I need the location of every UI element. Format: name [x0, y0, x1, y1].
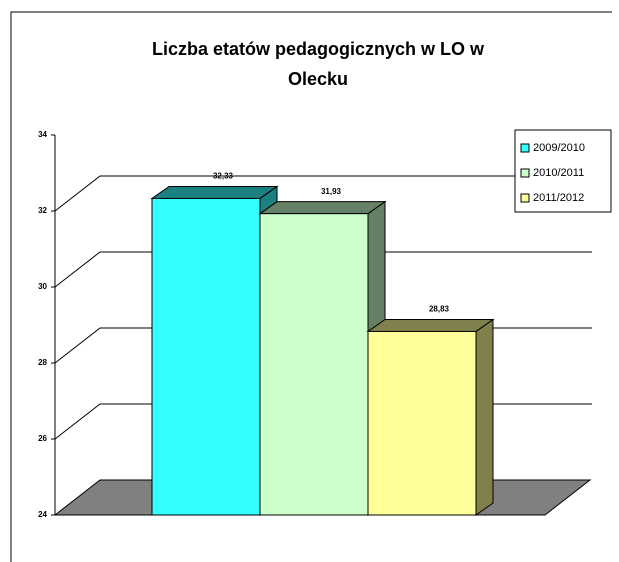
legend-swatch [520, 143, 530, 153]
legend-swatch [520, 193, 530, 203]
y-tick-label: 28 [38, 358, 47, 367]
bar-top [150, 185, 279, 199]
y-tick-label: 26 [38, 434, 47, 443]
bar-front [259, 213, 369, 516]
bar-top [258, 201, 387, 215]
bar-side [475, 318, 494, 516]
y-tick-label: 34 [38, 130, 47, 139]
bar [258, 200, 387, 516]
grid-line [54, 175, 592, 212]
chart-title: Liczba etatów pedagogicznych w LO w Oleck… [152, 39, 485, 89]
y-tick-label: 32 [38, 206, 47, 215]
legend-label: 2009/2010 [533, 142, 585, 154]
legend-label: 2010/2011 [533, 167, 584, 179]
grid-line [54, 251, 592, 288]
bar [150, 185, 279, 516]
y-tick-label: 24 [38, 510, 47, 519]
bar [366, 318, 495, 516]
data-label: 32,33 [213, 172, 234, 181]
frame [10, 11, 612, 562]
legend-swatch [520, 168, 530, 178]
data-label: 31,93 [321, 187, 342, 196]
legend [514, 129, 612, 213]
bar-front [151, 197, 261, 516]
bar-top [366, 318, 495, 332]
legend-label: 2011/2012 [533, 192, 584, 204]
bar-front [367, 330, 477, 516]
y-tick-label: 30 [38, 282, 47, 291]
data-label: 28,83 [429, 305, 450, 314]
